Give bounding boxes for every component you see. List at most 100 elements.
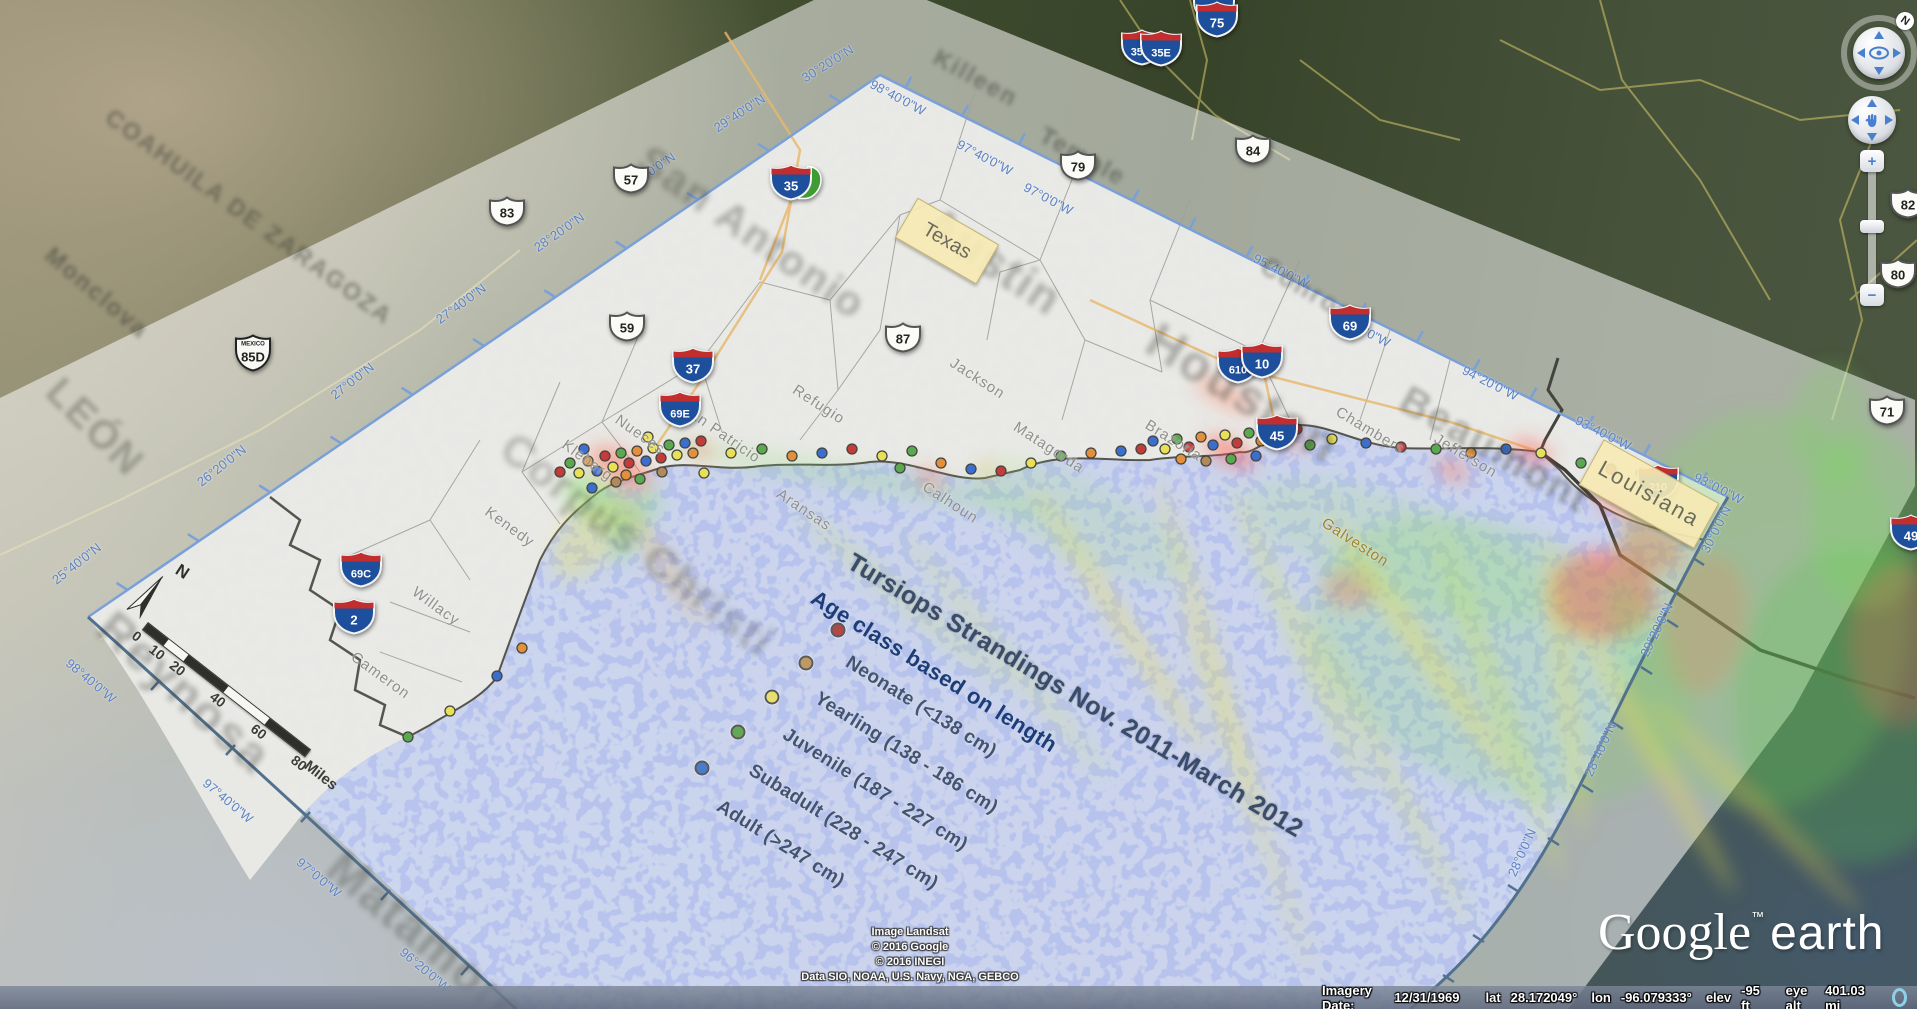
heat-blob <box>551 500 619 580</box>
zoom-slider-handle[interactable] <box>1860 220 1884 233</box>
county-label: Calhoun <box>919 478 982 528</box>
eye-alt-label: eye alt <box>1785 982 1808 1009</box>
move-right-arrow[interactable] <box>1885 115 1893 125</box>
look-joystick[interactable] <box>1853 27 1905 79</box>
gulf-ocean <box>88 75 1728 1009</box>
zoom-in-button[interactable]: + <box>1860 150 1884 172</box>
background-place-label: LEÓN <box>37 369 153 485</box>
move-left-arrow[interactable] <box>1851 115 1859 125</box>
scale-bar-segments <box>141 622 312 758</box>
highway-shield-35: 35 <box>769 164 825 207</box>
imagery-date-label: Imagery Date: <box>1322 982 1372 1009</box>
stranding-dot <box>1207 439 1219 451</box>
legend-dot <box>764 689 780 705</box>
highway-shield-87: 87 <box>884 322 922 359</box>
highway-shield-83: 83 <box>488 196 526 233</box>
svg-text:69: 69 <box>1343 319 1357 334</box>
heat-blob <box>1300 606 1470 924</box>
zoom-out-button[interactable]: − <box>1860 284 1884 306</box>
graticule-tick <box>300 811 311 823</box>
heat-blob <box>1790 365 1870 485</box>
county-label: Matagorda <box>1010 418 1088 477</box>
look-right-arrow[interactable] <box>1893 48 1901 58</box>
graticule-label: 30°20'0"N <box>799 41 857 86</box>
graticule-tick <box>329 435 343 445</box>
highway-shield-69: 69 <box>1328 304 1372 347</box>
highway-shield-610: 610 <box>1216 347 1260 390</box>
graticule-tick <box>1642 443 1652 456</box>
stranding-dot <box>876 450 888 462</box>
svg-text:71: 71 <box>1880 405 1894 420</box>
background-roads <box>0 0 1917 641</box>
graticule-tick <box>1131 189 1140 202</box>
svg-text:85D: 85D <box>241 350 265 365</box>
heat-blob <box>1735 545 1917 865</box>
heat-blob <box>1850 565 1917 725</box>
highway-shield-75: 75 <box>1195 1 1239 44</box>
stranding-dot <box>786 450 798 462</box>
move-up-arrow[interactable] <box>1867 99 1877 107</box>
stranding-dot <box>1115 445 1127 457</box>
scale-tick: 20 <box>166 656 189 680</box>
stranding-dot <box>965 463 977 475</box>
stranding-dot <box>1085 447 1097 459</box>
background-place-label: Reynosa <box>86 601 282 784</box>
svg-text:45: 45 <box>1270 429 1284 444</box>
stranding-dot <box>631 445 643 457</box>
svg-text:82: 82 <box>1901 198 1915 213</box>
graticule-tick <box>1581 783 1594 794</box>
legend-dot <box>798 655 814 671</box>
highway-shield-85D: MEXICO 85D <box>233 334 273 379</box>
graticule-label: 29°20'0"N <box>1637 600 1676 660</box>
look-down-arrow[interactable] <box>1874 67 1884 75</box>
elev-value: -95 ft <box>1741 982 1760 1009</box>
svg-text:79: 79 <box>1071 160 1085 175</box>
county-label: Willacy <box>408 583 463 630</box>
heat-blob <box>1324 568 1376 608</box>
heat-blob <box>589 446 651 490</box>
hand-icon <box>1865 114 1877 127</box>
background-place-label: Corpus Christi <box>491 423 785 667</box>
svg-text:35E: 35E <box>1151 48 1171 60</box>
look-up-arrow[interactable] <box>1874 31 1884 39</box>
graticule-label: 27°0'0"N <box>327 359 377 403</box>
move-joystick[interactable] <box>1848 96 1896 144</box>
stranding-dot <box>1159 443 1171 455</box>
svg-text:10: 10 <box>1255 357 1269 372</box>
county-label: Cameron <box>347 648 414 703</box>
graticule-label: 95°40'0"W <box>1250 250 1312 292</box>
heat-blob <box>1592 487 1648 523</box>
stranding-dot <box>586 482 598 494</box>
background-place-label: Monclova <box>39 242 154 345</box>
heat-blob <box>613 494 707 626</box>
svg-text:80: 80 <box>1891 268 1905 283</box>
move-down-arrow[interactable] <box>1867 133 1877 141</box>
svg-text:610: 610 <box>1229 365 1247 377</box>
stranding-dot <box>756 443 768 455</box>
graticule-label: 98°40'0"W <box>62 655 120 707</box>
logo-google: Google <box>1598 904 1752 961</box>
graticule-label: 29°0'0"N <box>627 149 679 190</box>
streaming-indicator-icon <box>1891 988 1907 1007</box>
scale-tick: 0 <box>128 627 145 645</box>
stranding-dot <box>491 670 503 682</box>
background-place-label: Matamoros <box>316 841 561 1009</box>
stranding-dot <box>573 467 585 479</box>
mexico-border <box>269 496 409 739</box>
sabine-state-border <box>1538 357 1564 453</box>
stranding-dot <box>1326 433 1338 445</box>
svg-text:635: 635 <box>1205 5 1223 17</box>
heat-blob <box>1619 522 1685 574</box>
legend-dot <box>694 760 710 776</box>
stranding-dot <box>516 642 528 654</box>
graticule-tick <box>686 191 699 201</box>
stranding-dot <box>554 466 566 478</box>
stranding-dot <box>1055 450 1067 462</box>
graticule-label: 98°40'0"W <box>867 76 929 119</box>
look-left-arrow[interactable] <box>1857 48 1865 58</box>
county-label: Kleberg <box>558 436 617 485</box>
scale-bar: 0 10 20 40 60 80 Miles <box>129 622 341 794</box>
stranding-dot <box>1219 429 1231 441</box>
